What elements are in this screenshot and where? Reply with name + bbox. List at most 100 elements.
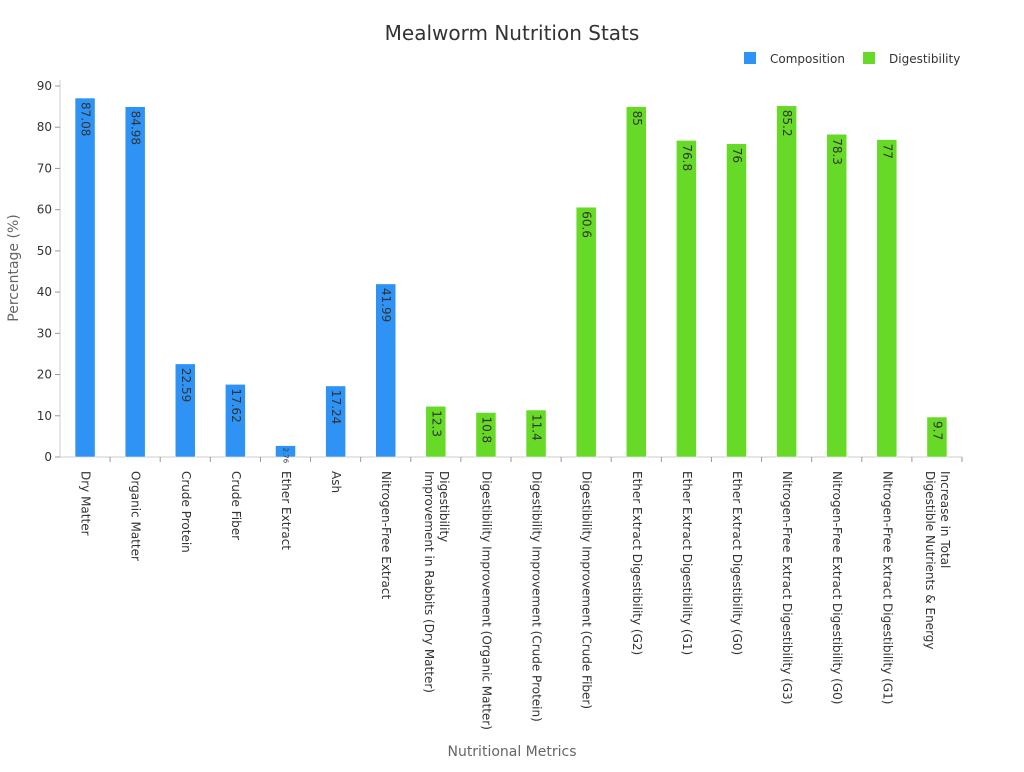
x-tick-label: Dry Matter	[79, 471, 93, 536]
bar-digestibility[interactable]	[926, 416, 948, 458]
legend-item-digestibility[interactable]: Digestibility	[863, 52, 960, 66]
x-tick-label: Ether Extract Digestibility (G2)	[630, 471, 644, 655]
legend-swatch-composition	[744, 52, 756, 64]
x-tick-label: Digestibility Improvement (Crude Protein…	[530, 471, 544, 722]
legend-item-composition[interactable]: Composition	[744, 52, 845, 66]
bar-value-label: 76.8	[680, 144, 694, 171]
bar-digestibility[interactable]	[575, 206, 597, 458]
x-tick-label-line: Nitrogen-Free Extract Digestibility (G3)	[780, 471, 794, 704]
x-axis-title: Nutritional Metrics	[447, 744, 576, 760]
bar-digestibility[interactable]	[876, 139, 898, 458]
bar-value-label: 22.59	[179, 368, 193, 402]
x-tick-label-line: Crude Fiber	[229, 471, 243, 540]
bar-value-label: 9.7	[930, 421, 944, 440]
bar-digestibility[interactable]	[826, 133, 847, 458]
y-tick-label: 20	[37, 368, 52, 382]
legend: Composition Digestibility	[744, 52, 960, 66]
x-tick-label-line: Improvement in Rabbits (Dry Matter)	[422, 471, 436, 693]
x-tick-label-line: Dry Matter	[79, 471, 93, 536]
bar-value-label: 17.62	[229, 388, 243, 422]
bar-composition[interactable]	[275, 445, 296, 458]
x-tick-label: Crude Fiber	[229, 471, 243, 540]
bar-value-label: 12.3	[429, 410, 443, 437]
bar-composition[interactable]	[375, 283, 396, 458]
x-tick-label-line: Nitrogen-Free Extract	[379, 471, 393, 600]
bars	[74, 97, 948, 458]
bar-digestibility[interactable]	[676, 140, 697, 458]
chart-title: Mealworm Nutrition Stats	[385, 21, 640, 45]
x-tick-label: Organic Matter	[129, 471, 143, 561]
bar-digestibility[interactable]	[475, 412, 497, 458]
y-tick-label: 30	[37, 326, 52, 340]
x-tick-label-line: Crude Protein	[179, 471, 193, 553]
x-tick-label-line: Ash	[329, 471, 343, 493]
x-tick-label: Nitrogen-Free Extract Digestibility (G1)	[880, 471, 894, 704]
bar-value-label: 77	[880, 144, 894, 159]
y-tick-label: 90	[37, 79, 52, 93]
bar-composition[interactable]	[325, 385, 346, 458]
bar-digestibility[interactable]	[425, 406, 447, 458]
legend-label-digestibility: Digestibility	[889, 52, 960, 66]
bar-value-label: 78.3	[830, 138, 844, 165]
bar-value-labels: 87.08 84.98 22.59 17.62 2.76 17.24 41.99 12.3 10…	[79, 102, 945, 464]
x-tick-label-line: Ether Extract Digestibility (G1)	[680, 471, 694, 655]
y-tick-label: 50	[37, 244, 52, 258]
y-tick-label: 40	[37, 285, 52, 299]
bar-value-label: 17.24	[329, 390, 343, 424]
x-tick-label-line: Increase in Total	[938, 471, 952, 568]
x-tick-label: Digestibility Improvement (Crude Fiber)	[580, 471, 594, 709]
bar-value-label: 76	[730, 148, 744, 163]
x-tick-label-line: Nitrogen-Free Extract Digestibility (G1)	[880, 471, 894, 704]
y-tick-label: 0	[44, 450, 52, 464]
x-tick-label: Ash	[329, 471, 343, 493]
x-tick-label-line: Digestibility Improvement (Crude Fiber)	[580, 471, 594, 709]
bar-value-label: 84.98	[129, 111, 143, 145]
x-tick-label-line: Ether Extract Digestibility (G0)	[730, 471, 744, 655]
y-axis-title: Percentage (%)	[6, 214, 22, 321]
bar-value-label: 41.99	[379, 288, 393, 322]
bar-digestibility[interactable]	[525, 409, 547, 458]
bar-value-label: 60.6	[580, 211, 594, 238]
x-tick-label-line: Digestibility	[437, 471, 451, 542]
bar-digestibility[interactable]	[626, 106, 647, 458]
x-tick-label-line: Digestibility Improvement (Crude Protein…	[530, 471, 544, 722]
bar-value-label: 87.08	[79, 102, 93, 136]
y-tick-label: 10	[37, 409, 52, 423]
bar-value-label: 85.2	[780, 110, 794, 137]
bar-digestibility[interactable]	[726, 143, 747, 458]
bar-value-label: 10.8	[479, 416, 493, 443]
bar-digestibility[interactable]	[776, 105, 797, 458]
x-tick-label-line: Digestible Nutrients & Energy	[923, 471, 937, 650]
x-tick-label-line: Ether Extract Digestibility (G2)	[630, 471, 644, 655]
x-tick-label: Nitrogen-Free Extract Digestibility (G3)	[780, 471, 794, 704]
y-tick-label: 70	[37, 161, 52, 175]
bar-value-label: 85	[630, 111, 644, 126]
x-tick-label-line: Ether Extract	[279, 471, 293, 550]
x-tick-label: Ether Extract Digestibility (G1)	[680, 471, 694, 655]
y-tick-label: 80	[37, 120, 52, 134]
bar-value-label: 2.76	[282, 448, 290, 464]
bar-composition[interactable]	[175, 363, 196, 458]
y-tick-label: 60	[37, 203, 52, 217]
x-tick-label: Digestibility Improvement (Organic Matte…	[479, 471, 493, 730]
bar-composition[interactable]	[124, 106, 146, 458]
x-tick-labels: Dry Matter Organic Matter Crude Protein Cru…	[79, 471, 952, 730]
legend-swatch-digestibility	[863, 52, 875, 64]
x-tick-label: Nitrogen-Free Extract Digestibility (G0)	[830, 471, 844, 704]
x-tick-label: Ether Extract Digestibility (G0)	[730, 471, 744, 655]
x-tick-label-line: Nitrogen-Free Extract Digestibility (G0)	[830, 471, 844, 704]
x-tick-label-line: Organic Matter	[129, 471, 143, 561]
bar-composition[interactable]	[74, 97, 96, 458]
bar-composition[interactable]	[225, 384, 246, 458]
x-tick-label-line: Digestibility Improvement (Organic Matte…	[479, 471, 493, 730]
bar-value-label: 11.4	[530, 414, 544, 441]
axes: 0 10 20 30 40 50 60 70 80 90	[37, 79, 963, 464]
x-tick-label: Ether Extract	[279, 471, 293, 550]
legend-label-composition: Composition	[770, 52, 845, 66]
x-tick-label: Crude Protein	[179, 471, 193, 553]
x-tick-label: Nitrogen-Free Extract	[379, 471, 393, 600]
